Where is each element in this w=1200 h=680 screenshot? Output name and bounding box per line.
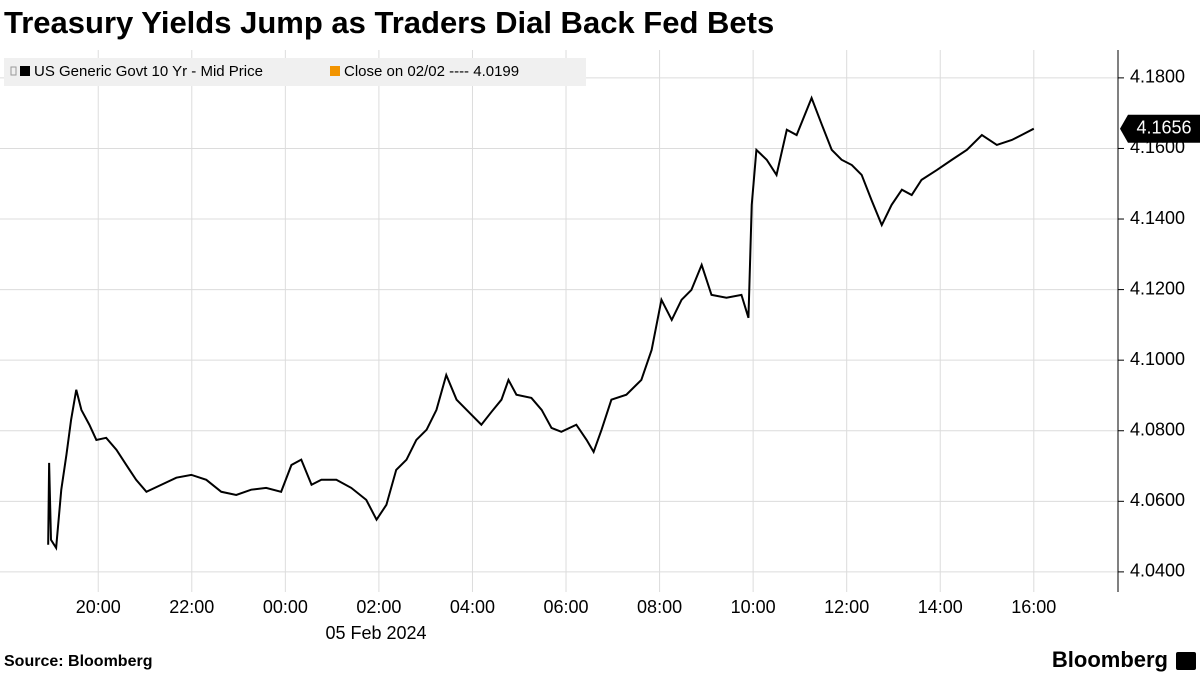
legend-box (4, 58, 586, 86)
series-line (47, 95, 1035, 551)
x-tick-label: 14:00 (918, 597, 963, 617)
last-value-box (1120, 114, 1200, 143)
grid (0, 50, 1118, 592)
legend-label: US Generic Govt 10 Yr - Mid Price (34, 63, 263, 80)
y-tick-label: 4.0800 (1130, 419, 1185, 439)
x-axis-label: 05 Feb 2024 (325, 623, 426, 643)
legend-swatch (20, 66, 30, 76)
x-tick-label: 00:00 (263, 597, 308, 617)
chart-title: Treasury Yields Jump as Traders Dial Bac… (4, 5, 774, 40)
y-tick-label: 4.0600 (1130, 490, 1185, 510)
legend-swatch (330, 66, 340, 76)
x-tick-label: 10:00 (731, 597, 776, 617)
source: Source: Bloomberg (4, 653, 152, 670)
x-tick-label: 22:00 (169, 597, 214, 617)
last-value-label: 4.1656 (1136, 117, 1191, 137)
logo-icon (1176, 652, 1196, 670)
y-tick-label: 4.1000 (1130, 349, 1185, 369)
x-tick-label: 20:00 (76, 597, 121, 617)
y-tick-label: 4.1800 (1130, 67, 1185, 87)
x-tick-label: 06:00 (543, 597, 588, 617)
y-tick-label: 4.0400 (1130, 561, 1185, 581)
y-tick-label: 4.1200 (1130, 278, 1185, 298)
logo: Bloomberg (1052, 647, 1168, 672)
x-tick-label: 16:00 (1011, 597, 1056, 617)
y-tick-label: 4.1400 (1130, 208, 1185, 228)
x-tick-label: 08:00 (637, 597, 682, 617)
x-tick-label: 12:00 (824, 597, 869, 617)
x-tick-label: 04:00 (450, 597, 495, 617)
legend-handle (10, 66, 17, 76)
legend-label: Close on 02/02 ---- 4.0199 (344, 63, 519, 80)
x-tick-label: 02:00 (356, 597, 401, 617)
